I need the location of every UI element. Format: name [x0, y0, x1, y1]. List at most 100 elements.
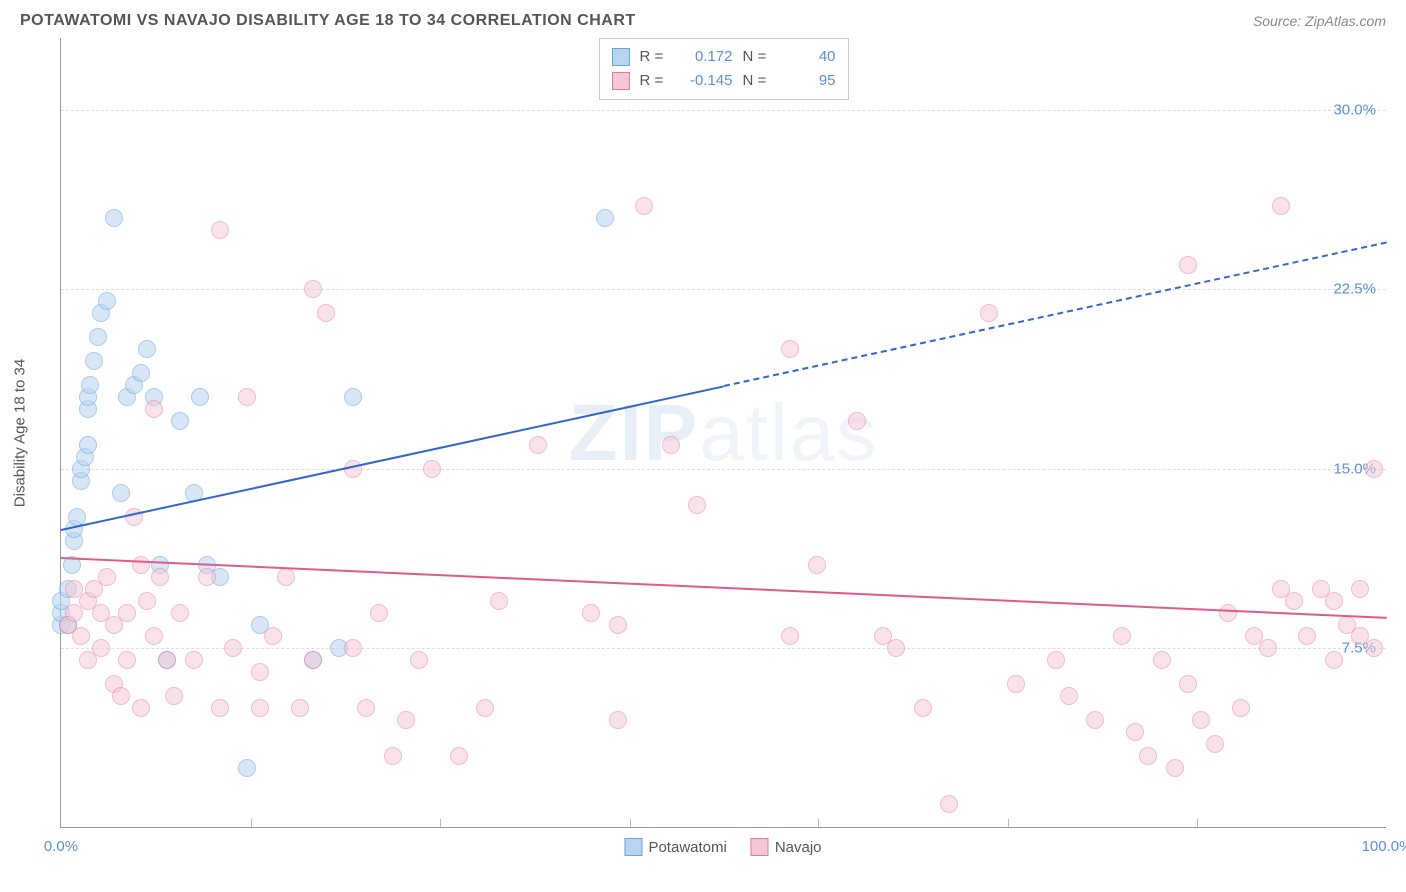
- data-point: [145, 400, 163, 418]
- plot-area: ZIPatlas R =0.172N =40R =-0.145N =95 7.5…: [60, 38, 1386, 828]
- data-point: [158, 651, 176, 669]
- legend-item-label: Navajo: [775, 839, 822, 856]
- legend-stat-row: R = -0.145 N = 95: [612, 69, 836, 93]
- legend-r-label: R =: [640, 69, 668, 93]
- x-minor-tick: [251, 819, 252, 827]
- data-point: [344, 388, 362, 406]
- data-point: [85, 352, 103, 370]
- data-point: [1192, 711, 1210, 729]
- legend-n-label: N =: [743, 45, 771, 69]
- data-point: [781, 340, 799, 358]
- data-point: [688, 496, 706, 514]
- legend-item: Potawatomi: [624, 838, 726, 856]
- data-point: [1351, 580, 1369, 598]
- legend-swatch-icon: [624, 838, 642, 856]
- chart-header: POTAWATOMI VS NAVAJO DISABILITY AGE 18 T…: [0, 0, 1406, 38]
- data-point: [609, 616, 627, 634]
- data-point: [211, 221, 229, 239]
- data-point: [410, 651, 428, 669]
- data-point: [264, 627, 282, 645]
- data-point: [1232, 699, 1250, 717]
- legend-n-label: N =: [743, 69, 771, 93]
- data-point: [1219, 604, 1237, 622]
- data-point: [635, 197, 653, 215]
- gridline-horizontal: [61, 648, 1386, 649]
- source-label: Source: ZipAtlas.com: [1253, 13, 1386, 29]
- legend-swatch-icon: [612, 48, 630, 66]
- data-point: [1166, 759, 1184, 777]
- data-point: [980, 304, 998, 322]
- data-point: [165, 687, 183, 705]
- data-point: [529, 436, 547, 454]
- data-point: [72, 627, 90, 645]
- data-point: [582, 604, 600, 622]
- data-point: [1139, 747, 1157, 765]
- gridline-horizontal: [61, 289, 1386, 290]
- x-minor-tick: [630, 819, 631, 827]
- data-point: [105, 209, 123, 227]
- legend-r-value: 0.172: [678, 45, 733, 69]
- data-point: [118, 651, 136, 669]
- data-point: [98, 568, 116, 586]
- y-tick-label: 30.0%: [1333, 101, 1376, 118]
- y-axis-title: Disability Age 18 to 34: [12, 359, 29, 507]
- data-point: [118, 604, 136, 622]
- data-point: [211, 699, 229, 717]
- data-point: [1325, 592, 1343, 610]
- trend-line-dashed: [724, 241, 1387, 387]
- data-point: [1179, 256, 1197, 274]
- data-point: [1365, 639, 1383, 657]
- data-point: [92, 639, 110, 657]
- data-point: [596, 209, 614, 227]
- data-point: [1086, 711, 1104, 729]
- data-point: [1153, 651, 1171, 669]
- data-point: [304, 651, 322, 669]
- data-point: [1060, 687, 1078, 705]
- legend-stats: R = 0.172 N = 40 R = -0.145 N = 95: [599, 38, 849, 100]
- legend-n-value: 40: [781, 45, 836, 69]
- data-point: [1179, 675, 1197, 693]
- data-point: [1298, 627, 1316, 645]
- data-point: [89, 328, 107, 346]
- data-point: [79, 436, 97, 454]
- data-point: [171, 604, 189, 622]
- data-point: [132, 556, 150, 574]
- data-point: [476, 699, 494, 717]
- data-point: [887, 639, 905, 657]
- data-point: [1259, 639, 1277, 657]
- data-point: [224, 639, 242, 657]
- data-point: [781, 627, 799, 645]
- data-point: [238, 759, 256, 777]
- data-point: [198, 568, 216, 586]
- legend-n-value: 95: [781, 69, 836, 93]
- data-point: [291, 699, 309, 717]
- data-point: [112, 687, 130, 705]
- x-tick-label: 100.0%: [1362, 838, 1406, 855]
- data-point: [397, 711, 415, 729]
- data-point: [1272, 197, 1290, 215]
- legend-swatch-icon: [612, 72, 630, 90]
- data-point: [1007, 675, 1025, 693]
- data-point: [450, 747, 468, 765]
- x-minor-tick: [440, 819, 441, 827]
- data-point: [125, 508, 143, 526]
- y-tick-label: 22.5%: [1333, 281, 1376, 298]
- data-point: [317, 304, 335, 322]
- data-point: [132, 364, 150, 382]
- data-point: [1206, 735, 1224, 753]
- data-point: [848, 412, 866, 430]
- data-point: [914, 699, 932, 717]
- x-minor-tick: [818, 819, 819, 827]
- legend-r-label: R =: [640, 45, 668, 69]
- data-point: [251, 663, 269, 681]
- chart-container: Disability Age 18 to 34 ZIPatlas R =0.17…: [60, 38, 1386, 828]
- data-point: [112, 484, 130, 502]
- data-point: [171, 412, 189, 430]
- data-point: [138, 340, 156, 358]
- data-point: [251, 699, 269, 717]
- gridline-horizontal: [61, 110, 1386, 111]
- legend-r-value: -0.145: [678, 69, 733, 93]
- data-point: [185, 651, 203, 669]
- chart-title: POTAWATOMI VS NAVAJO DISABILITY AGE 18 T…: [20, 12, 636, 30]
- data-point: [384, 747, 402, 765]
